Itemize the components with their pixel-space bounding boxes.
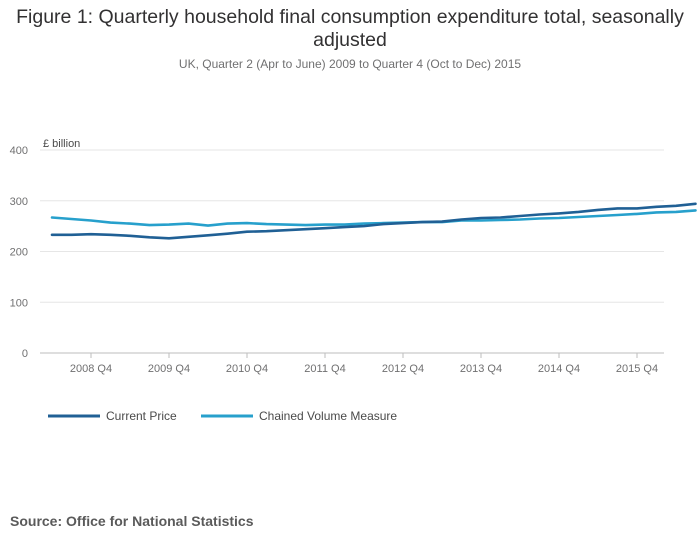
x-tick-label: 2011 Q4 xyxy=(304,363,345,375)
y-tick-label: 300 xyxy=(10,196,28,208)
y-tick-label: 200 xyxy=(10,247,28,259)
series-line-current-price xyxy=(50,202,697,240)
x-axis-ticks: 2008 Q4 2009 Q4 2010 Q4 2011 Q4 2012 Q4 2013 … xyxy=(70,353,658,375)
legend: Current Price Chained Volume Measure xyxy=(48,409,397,423)
line-chart: 0 100 200 300 400 2008 Q4 2009 Q4 2010 Q4 2011 … xyxy=(10,138,697,423)
y-tick-label: 400 xyxy=(10,145,28,157)
x-tick-label: 2013 Q4 xyxy=(460,363,502,375)
x-tick-label: 2015 Q4 xyxy=(616,363,658,375)
y-axis-label: £ billion xyxy=(43,138,80,150)
legend-label: Chained Volume Measure xyxy=(259,409,397,423)
y-axis-ticks: 0 100 200 300 400 xyxy=(10,145,28,360)
chart-title: Figure 1: Quarterly household final cons… xyxy=(16,6,684,51)
source-note: Source: Office for National Statistics xyxy=(10,513,254,529)
x-tick-label: 2010 Q4 xyxy=(226,363,268,375)
y-tick-label: 100 xyxy=(10,297,28,309)
x-tick-label: 2014 Q4 xyxy=(538,363,580,375)
x-tick-label: 2012 Q4 xyxy=(382,363,424,375)
series-line-chained-volume xyxy=(50,209,697,227)
y-tick-label: 0 xyxy=(22,348,28,360)
x-tick-label: 2009 Q4 xyxy=(148,363,190,375)
chart-subtitle: UK, Quarter 2 (Apr to June) 2009 to Quar… xyxy=(178,57,522,71)
series-lines xyxy=(50,202,697,240)
x-tick-label: 2008 Q4 xyxy=(70,363,112,375)
gridlines xyxy=(40,149,664,354)
legend-label: Current Price xyxy=(106,409,177,423)
